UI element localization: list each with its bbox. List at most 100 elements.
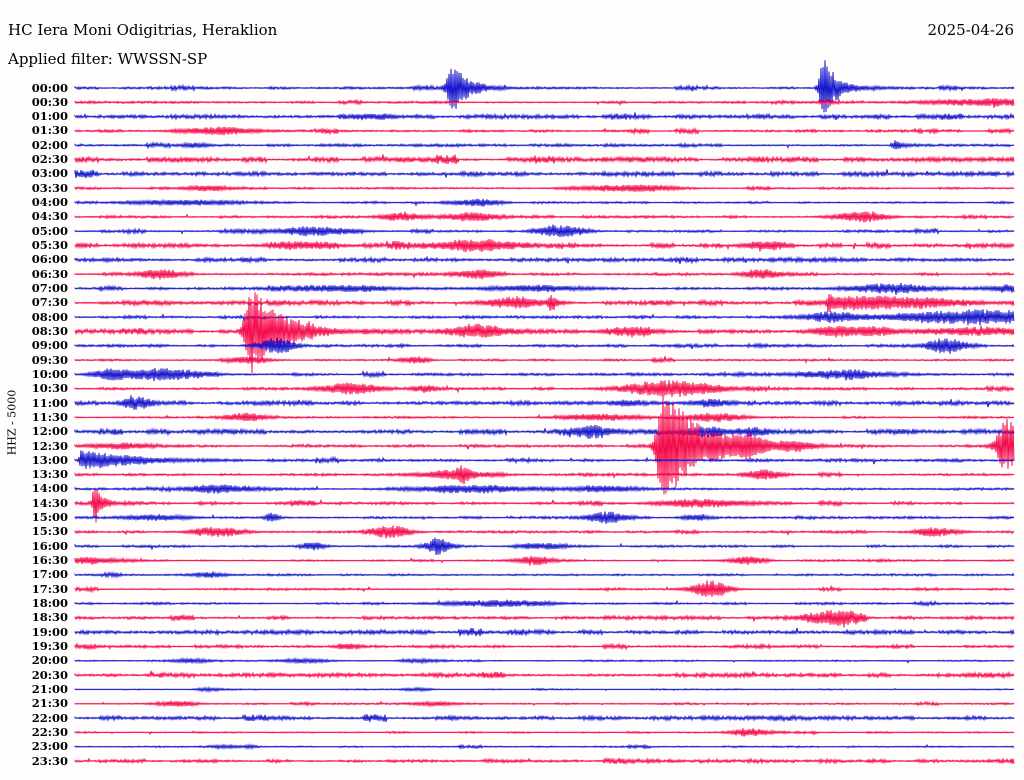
trace-row bbox=[74, 670, 1015, 680]
time-label: 11:00 bbox=[31, 395, 68, 410]
trace-row bbox=[74, 356, 1015, 365]
time-label: 23:30 bbox=[31, 753, 68, 768]
trace-row bbox=[74, 184, 1015, 193]
time-label: 19:30 bbox=[31, 638, 68, 653]
trace-row bbox=[74, 380, 1015, 398]
time-label: 17:00 bbox=[31, 567, 68, 582]
trace-row bbox=[74, 154, 1015, 165]
time-label: 00:00 bbox=[31, 80, 68, 95]
trace-row bbox=[74, 757, 1015, 766]
channel-scale-label: HHZ - 5000 bbox=[5, 389, 19, 456]
trace-row bbox=[74, 395, 1015, 495]
trace-row bbox=[74, 337, 1015, 354]
time-label: 02:30 bbox=[31, 152, 68, 167]
trace-row bbox=[74, 484, 1015, 494]
trace-row bbox=[74, 685, 1015, 694]
trace-row bbox=[74, 489, 1015, 523]
trace-row bbox=[74, 269, 1015, 280]
time-label: 03:30 bbox=[31, 180, 68, 195]
time-label: 20:30 bbox=[31, 667, 68, 682]
time-label: 06:00 bbox=[31, 252, 68, 267]
time-label: 08:00 bbox=[31, 309, 68, 324]
trace-row bbox=[74, 728, 1015, 737]
trace-row bbox=[74, 224, 1015, 238]
trace-row bbox=[74, 211, 1015, 223]
time-label: 04:30 bbox=[31, 209, 68, 224]
trace-row bbox=[74, 525, 1015, 539]
time-label: 07:30 bbox=[31, 295, 68, 310]
time-label: 14:30 bbox=[31, 495, 68, 510]
trace-row bbox=[74, 511, 1015, 524]
trace-row bbox=[74, 98, 1015, 108]
trace-row bbox=[74, 743, 1015, 751]
time-label: 13:30 bbox=[31, 467, 68, 482]
time-label: 09:30 bbox=[31, 352, 68, 367]
trace-row bbox=[74, 450, 1015, 469]
time-label: 07:00 bbox=[31, 280, 68, 295]
time-label: 05:00 bbox=[31, 223, 68, 238]
time-label: 10:00 bbox=[31, 366, 68, 381]
time-label: 11:30 bbox=[31, 409, 68, 424]
trace-row bbox=[74, 713, 1015, 723]
trace-row bbox=[74, 309, 1015, 326]
applied-filter-label: Applied filter: WWSSN-SP bbox=[8, 50, 208, 68]
trace-row bbox=[74, 140, 1015, 150]
trace-row bbox=[74, 126, 1015, 136]
trace-row bbox=[74, 580, 1015, 597]
trace-row bbox=[74, 627, 1015, 637]
trace-row bbox=[74, 292, 1015, 374]
time-label: 22:00 bbox=[31, 710, 68, 725]
time-label: 15:30 bbox=[31, 524, 68, 539]
time-label: 12:30 bbox=[31, 438, 68, 453]
time-label: 23:00 bbox=[31, 739, 68, 754]
time-label: 09:00 bbox=[31, 338, 68, 353]
time-label: 01:30 bbox=[31, 123, 68, 138]
plot-date: 2025-04-26 bbox=[927, 21, 1014, 39]
trace-row bbox=[74, 610, 1015, 628]
time-label: 01:00 bbox=[31, 109, 68, 124]
time-label: 21:30 bbox=[31, 696, 68, 711]
time-label: 18:00 bbox=[31, 596, 68, 611]
trace-row bbox=[74, 283, 1015, 295]
time-label: 15:00 bbox=[31, 510, 68, 525]
time-label: 22:30 bbox=[31, 724, 68, 739]
time-label: 03:00 bbox=[31, 166, 68, 181]
trace-row bbox=[74, 537, 1015, 556]
trace-row bbox=[74, 642, 1015, 651]
trace-row bbox=[74, 293, 1015, 313]
time-label: 21:00 bbox=[31, 681, 68, 696]
time-label: 05:30 bbox=[31, 238, 68, 253]
time-label: 20:00 bbox=[31, 653, 68, 668]
time-label: 17:30 bbox=[31, 581, 68, 596]
time-label: 18:30 bbox=[31, 610, 68, 625]
trace-row bbox=[74, 368, 1015, 382]
time-label: 08:30 bbox=[31, 323, 68, 338]
time-label: 16:30 bbox=[31, 553, 68, 568]
trace-row bbox=[74, 599, 1015, 608]
trace-row bbox=[74, 169, 1015, 179]
trace-row bbox=[74, 570, 1015, 579]
time-label: 02:00 bbox=[31, 137, 68, 152]
trace-row bbox=[74, 255, 1015, 265]
trace-row bbox=[74, 656, 1015, 665]
trace-row bbox=[74, 555, 1015, 566]
time-label: 04:00 bbox=[31, 195, 68, 210]
trace-row bbox=[74, 424, 1015, 439]
trace-row bbox=[74, 412, 1015, 423]
time-label: 00:30 bbox=[31, 94, 68, 109]
time-label: 19:00 bbox=[31, 624, 68, 639]
trace-row bbox=[74, 60, 1015, 113]
time-label: 06:30 bbox=[31, 266, 68, 281]
time-label: 14:00 bbox=[31, 481, 68, 496]
trace-row bbox=[74, 465, 1015, 485]
trace-row bbox=[74, 112, 1015, 121]
station-title: HC Iera Moni Odigitrias, Heraklion bbox=[8, 21, 278, 39]
trace-row bbox=[74, 238, 1015, 253]
time-label: 12:00 bbox=[31, 424, 68, 439]
trace-row bbox=[74, 198, 1015, 207]
trace-row bbox=[74, 699, 1015, 708]
time-label: 10:30 bbox=[31, 381, 68, 396]
time-label: 16:00 bbox=[31, 538, 68, 553]
